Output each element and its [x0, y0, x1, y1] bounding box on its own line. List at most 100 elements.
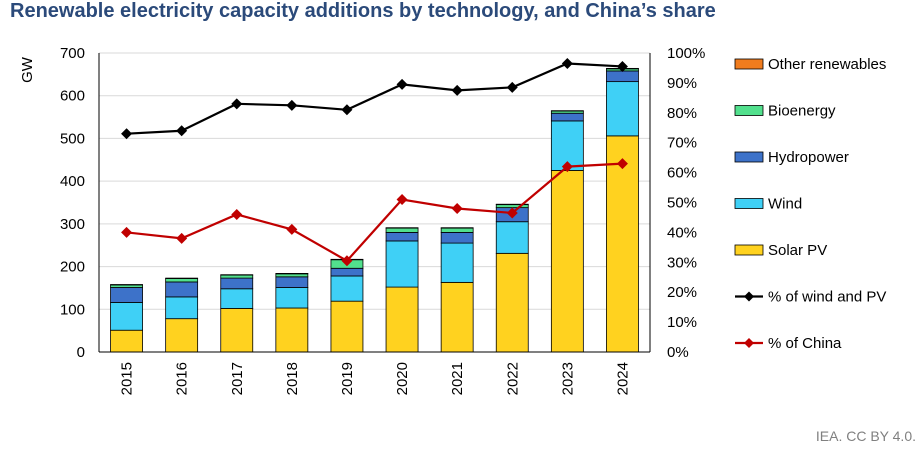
y2-tick-label: 0%: [667, 344, 689, 361]
y-tick-label: 400: [60, 173, 85, 190]
bar-hydropower[interactable]: [440, 231, 474, 244]
credit-text: IEA. CC BY 4.0.: [815, 428, 916, 444]
legend-marker-pct-of-china: [744, 338, 754, 348]
y2-tick-label: 70%: [667, 135, 697, 152]
bar-wind[interactable]: [220, 288, 254, 309]
y2-tick-label: 30%: [667, 254, 697, 271]
bar-wind[interactable]: [110, 302, 143, 331]
x-tick-label: 2024: [614, 362, 631, 395]
point-pct-of-wind-and-pv[interactable]: [286, 99, 298, 111]
bar-solar-pv[interactable]: [220, 308, 254, 353]
bar-wind[interactable]: [606, 81, 639, 137]
point-pct-of-wind-and-pv[interactable]: [561, 57, 573, 69]
y-tick-label: 300: [60, 216, 85, 233]
point-pct-of-wind-and-pv[interactable]: [341, 104, 353, 116]
legend-label-wind: Wind: [768, 196, 802, 213]
point-pct-of-china[interactable]: [396, 194, 408, 206]
point-pct-of-china[interactable]: [506, 207, 518, 219]
legend-label-pct-of-china: % of China: [768, 335, 842, 352]
legend-swatch-solar-pv: [734, 244, 764, 256]
bar-hydropower[interactable]: [330, 267, 364, 277]
y2-tick-label: 90%: [667, 75, 697, 92]
bar-solar-pv[interactable]: [165, 318, 199, 353]
bar-bioenergy[interactable]: [220, 274, 254, 279]
bar-solar-pv[interactable]: [440, 281, 474, 353]
y2-tick-label: 50%: [667, 195, 697, 212]
bar-wind[interactable]: [495, 221, 529, 254]
point-pct-of-china[interactable]: [231, 208, 243, 220]
y2-tick-label: 80%: [667, 105, 697, 122]
y-axis-title: GW: [19, 56, 36, 83]
point-pct-of-china[interactable]: [286, 223, 298, 235]
legend-swatch-wind: [734, 198, 764, 209]
legend-swatch-other-renewables: [734, 58, 764, 70]
y2-tick-label: 100%: [667, 45, 705, 62]
point-pct-of-china[interactable]: [121, 226, 133, 238]
point-pct-of-china[interactable]: [451, 202, 463, 214]
bar-solar-pv[interactable]: [550, 170, 584, 353]
y-tick-label: 500: [60, 130, 85, 147]
bar-hydropower[interactable]: [550, 112, 584, 122]
bar-bioenergy[interactable]: [385, 227, 419, 233]
x-tick-label: 2023: [559, 362, 576, 395]
bar-solar-pv[interactable]: [110, 329, 143, 353]
tick-labels: 0 100 200 300 400 500 600 700 0% 10% 20% 30% 40% 50% 6…: [19, 45, 705, 395]
bar-hydropower[interactable]: [110, 287, 143, 303]
point-pct-of-wind-and-pv[interactable]: [121, 128, 133, 140]
bar-wind[interactable]: [385, 240, 419, 288]
bar-wind[interactable]: [330, 275, 364, 302]
legend-label-other-renewables: Other renewables: [768, 56, 886, 73]
bar-solar-pv[interactable]: [495, 252, 529, 353]
y2-tick-label: 10%: [667, 314, 697, 331]
x-tick-label: 2018: [284, 362, 301, 395]
y2-tick-label: 20%: [667, 284, 697, 301]
bar-wind[interactable]: [165, 296, 199, 320]
bar-wind[interactable]: [440, 242, 474, 283]
y-tick-label: 100: [60, 301, 85, 318]
x-tick-label: 2020: [394, 362, 411, 395]
line-pct-of-china: [126, 162, 623, 263]
point-pct-of-china[interactable]: [616, 158, 628, 170]
bar-hydropower[interactable]: [275, 276, 309, 288]
point-pct-of-wind-and-pv[interactable]: [176, 125, 188, 137]
x-tick-label: 2022: [504, 362, 521, 395]
legend: Other renewables Bioenergy Hydropower Wind S…: [734, 56, 886, 352]
legend-swatch-bioenergy: [734, 105, 764, 116]
legend-label-solar-pv: Solar PV: [768, 242, 827, 259]
bar-solar-pv[interactable]: [330, 300, 364, 353]
legend-label-bioenergy: Bioenergy: [768, 103, 836, 120]
bar-bioenergy[interactable]: [440, 227, 474, 233]
bar-bioenergy[interactable]: [165, 278, 199, 283]
point-pct-of-wind-and-pv[interactable]: [506, 81, 518, 93]
y-tick-label: 700: [60, 45, 85, 62]
axes: [98, 53, 651, 353]
bar-solar-pv[interactable]: [606, 135, 639, 353]
bar-hydropower[interactable]: [220, 277, 254, 290]
bar-hydropower[interactable]: [606, 70, 639, 83]
x-tick-label: 2019: [339, 362, 356, 395]
point-pct-of-wind-and-pv[interactable]: [396, 78, 408, 90]
bar-hydropower[interactable]: [385, 231, 419, 242]
bar-hydropower[interactable]: [165, 281, 199, 298]
point-pct-of-china[interactable]: [341, 255, 353, 267]
bar-solar-pv[interactable]: [385, 286, 419, 353]
bars: [110, 67, 639, 353]
point-pct-of-china[interactable]: [176, 232, 188, 244]
bar-bioenergy[interactable]: [275, 273, 309, 278]
point-pct-of-wind-and-pv[interactable]: [616, 60, 628, 72]
y2-tick-label: 60%: [667, 165, 697, 182]
point-pct-of-wind-and-pv[interactable]: [451, 84, 463, 96]
lines: [121, 57, 628, 267]
legend-marker-pct-of-wind-and-pv: [744, 291, 754, 302]
point-pct-of-wind-and-pv[interactable]: [231, 98, 243, 110]
bar-wind[interactable]: [275, 287, 309, 309]
bar-bioenergy[interactable]: [495, 204, 529, 209]
line-pct-of-wind-and-pv: [126, 62, 623, 135]
chart-title: Renewable electricity capacity additions…: [10, 0, 716, 22]
x-tick-label: 2017: [229, 362, 246, 395]
x-tick-label: 2021: [449, 362, 466, 395]
x-tick-label: 2015: [119, 362, 136, 395]
bar-solar-pv[interactable]: [275, 307, 309, 353]
point-pct-of-china[interactable]: [561, 161, 573, 173]
